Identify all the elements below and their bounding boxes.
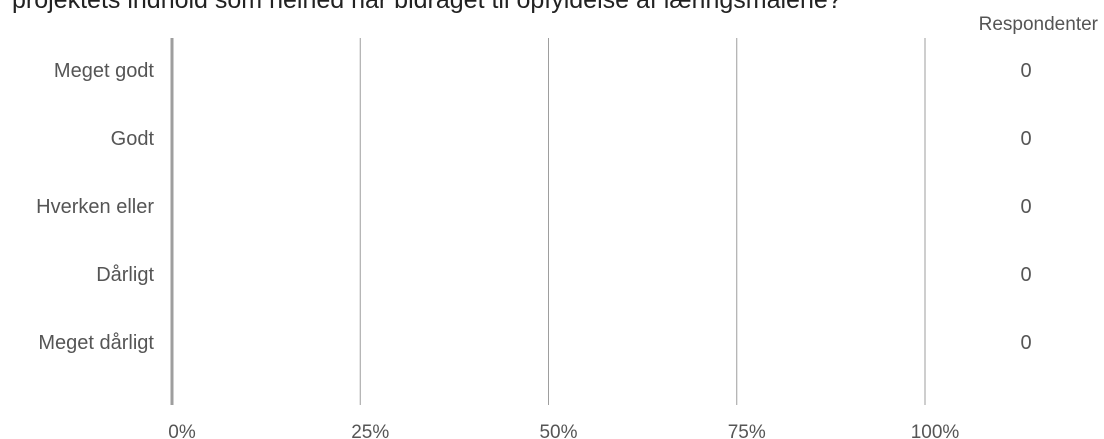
respondent-count: 0 xyxy=(1020,128,1031,150)
category-label: Meget dårligt xyxy=(38,332,154,354)
x-tick-label: 0% xyxy=(168,422,196,439)
x-tick-label: 100% xyxy=(911,422,960,439)
respondent-count: 0 xyxy=(1020,264,1031,286)
category-label: Dårligt xyxy=(96,264,154,286)
category-label: Meget godt xyxy=(54,60,155,82)
respondent-count: 0 xyxy=(1020,60,1031,82)
respondent-count: 0 xyxy=(1020,332,1031,354)
respondent-counts: 0 0 0 0 0 xyxy=(1020,60,1031,354)
category-label: Godt xyxy=(111,128,155,150)
category-labels: Meget godt Godt Hverken eller Dårligt Meget … xyxy=(36,60,154,354)
chart-title: projektets indhold som helhed har bidrag… xyxy=(12,0,842,14)
category-label: Hverken eller xyxy=(36,196,154,218)
gridlines xyxy=(170,38,926,405)
respondent-count: 0 xyxy=(1020,196,1031,218)
x-tick-label: 25% xyxy=(351,422,389,439)
x-tick-labels: 0% 25% 50% 75% 100% xyxy=(168,422,959,439)
x-tick-label: 75% xyxy=(728,422,766,439)
respondents-header: Respondenter xyxy=(978,14,1098,35)
x-tick-label: 50% xyxy=(539,422,577,439)
